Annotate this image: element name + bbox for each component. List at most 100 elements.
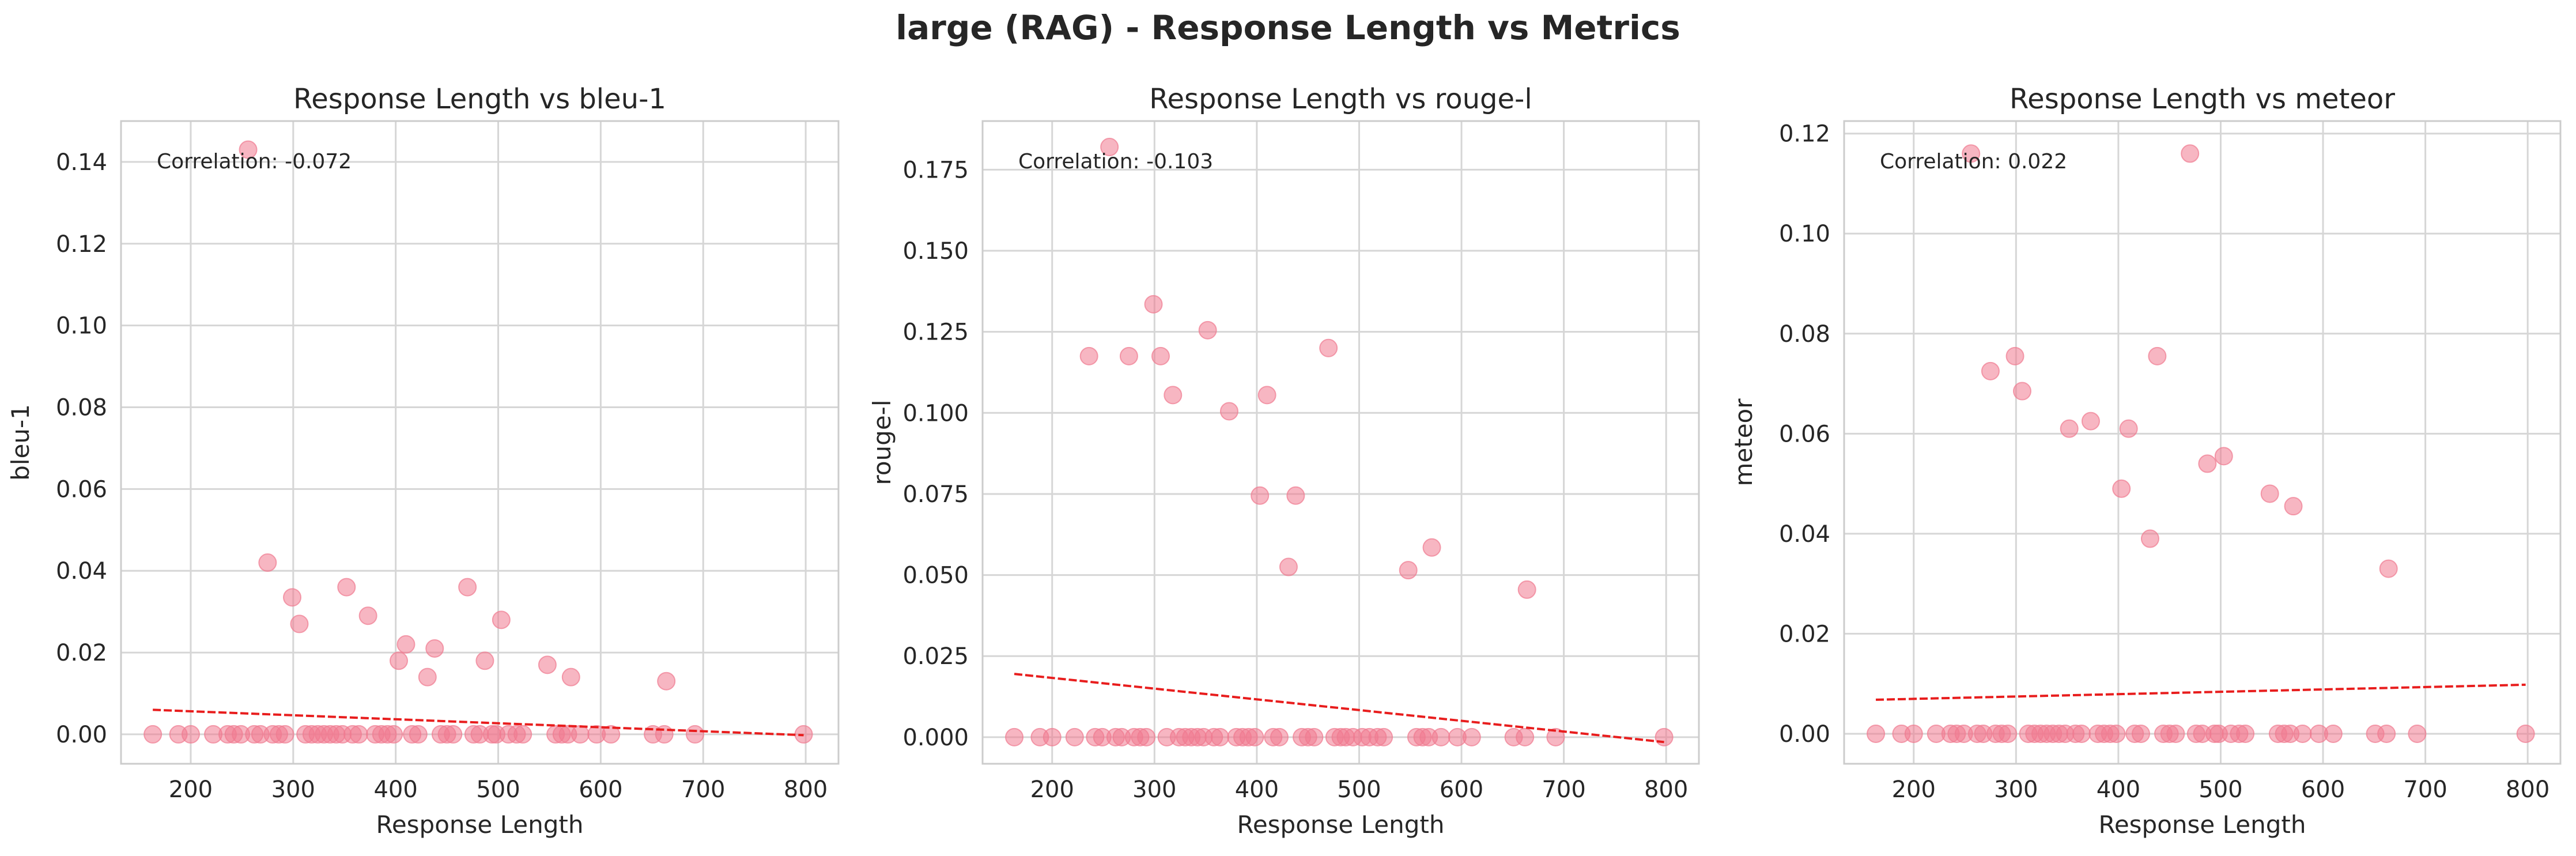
data-point bbox=[1867, 724, 1886, 743]
data-point bbox=[425, 639, 444, 658]
data-point bbox=[2377, 724, 2396, 743]
data-point bbox=[1043, 727, 1062, 746]
chart-panel-2: 200 300 400 500 600 700 800 0.000 0.025 0.050 0.07… bbox=[868, 83, 1700, 839]
data-point bbox=[2072, 724, 2091, 743]
data-point bbox=[458, 578, 477, 597]
data-point bbox=[657, 672, 676, 691]
data-point bbox=[1100, 138, 1119, 157]
data-point bbox=[283, 588, 302, 607]
y-tick-label: 0.00 bbox=[56, 722, 107, 748]
data-point bbox=[1251, 486, 1270, 505]
data-point bbox=[1962, 144, 1981, 163]
chart-title: Response Length vs rouge-l bbox=[1149, 83, 1532, 115]
data-point bbox=[349, 725, 368, 744]
data-point bbox=[2324, 724, 2343, 743]
data-point bbox=[1079, 346, 1098, 365]
x-tick-label: 300 bbox=[1994, 776, 2038, 803]
data-point bbox=[2131, 724, 2150, 743]
data-point bbox=[1546, 727, 1565, 746]
x-axis-label: Response Length bbox=[376, 810, 584, 839]
x-tick-label: 600 bbox=[2301, 776, 2345, 803]
data-point bbox=[561, 668, 580, 687]
x-tick-label: 700 bbox=[2403, 776, 2447, 803]
data-point bbox=[1144, 295, 1163, 314]
data-point bbox=[1655, 727, 1674, 746]
data-point bbox=[2260, 484, 2279, 503]
data-point bbox=[258, 553, 277, 572]
y-tick-label: 0.04 bbox=[56, 558, 107, 585]
x-tick-label: 800 bbox=[784, 776, 828, 803]
data-point bbox=[1516, 727, 1535, 746]
data-point bbox=[290, 614, 309, 633]
data-point bbox=[1270, 727, 1289, 746]
data-point bbox=[2148, 346, 2167, 365]
data-point bbox=[444, 725, 463, 744]
data-point bbox=[1981, 361, 2000, 380]
chart-title: Response Length vs meteor bbox=[2010, 83, 2395, 115]
data-point bbox=[513, 725, 532, 744]
data-point bbox=[538, 655, 557, 674]
data-point bbox=[2060, 419, 2079, 438]
y-tick-label: 0.14 bbox=[56, 149, 107, 176]
data-point bbox=[1119, 346, 1138, 365]
data-point bbox=[571, 725, 590, 744]
x-tick-label: 500 bbox=[2199, 776, 2242, 803]
data-point bbox=[181, 725, 200, 744]
x-tick-label: 700 bbox=[1542, 776, 1585, 803]
data-point bbox=[1151, 346, 1170, 365]
data-point bbox=[1005, 727, 1024, 746]
y-tick-label: 0.00 bbox=[1779, 721, 1830, 748]
data-point bbox=[1198, 320, 1217, 340]
data-point bbox=[2516, 724, 2535, 743]
x-tick-label: 700 bbox=[681, 776, 725, 803]
data-point bbox=[239, 140, 258, 159]
data-point bbox=[1431, 727, 1451, 746]
data-point bbox=[2119, 419, 2138, 438]
data-point bbox=[1257, 386, 1276, 405]
correlation-annotation: Correlation: 0.022 bbox=[1880, 150, 2067, 174]
data-point bbox=[2284, 497, 2303, 516]
x-tick-label: 200 bbox=[1030, 776, 1074, 803]
data-point bbox=[2214, 447, 2233, 466]
data-point bbox=[1904, 724, 1923, 743]
data-point bbox=[2081, 412, 2100, 431]
data-point bbox=[1137, 727, 1156, 746]
trend-line bbox=[1014, 673, 1664, 744]
x-tick-label: 800 bbox=[1644, 776, 1688, 803]
x-axis-label: Response Length bbox=[2099, 810, 2306, 839]
data-point bbox=[409, 725, 428, 744]
x-axis-label: Response Length bbox=[1237, 810, 1445, 839]
data-point bbox=[2408, 724, 2427, 743]
y-axis-label: meteor bbox=[1729, 398, 1758, 487]
data-point bbox=[2140, 529, 2159, 548]
y-tick-label: 0.175 bbox=[902, 157, 969, 183]
x-tick-label: 400 bbox=[1235, 776, 1279, 803]
data-point bbox=[655, 725, 674, 744]
data-point bbox=[2107, 724, 2126, 743]
data-point bbox=[1279, 557, 1298, 576]
data-point bbox=[1210, 727, 1229, 746]
y-tick-label: 0.125 bbox=[902, 319, 969, 346]
data-point bbox=[389, 651, 408, 670]
x-tick-label: 500 bbox=[476, 776, 520, 803]
data-point bbox=[1374, 727, 1393, 746]
y-tick-label: 0.10 bbox=[56, 313, 107, 340]
x-tick-label: 300 bbox=[1132, 776, 1176, 803]
y-tick-label: 0.08 bbox=[56, 395, 107, 421]
y-tick-label: 0.10 bbox=[1779, 221, 1830, 247]
data-point bbox=[1305, 727, 1324, 746]
x-tick-label: 600 bbox=[579, 776, 622, 803]
x-tick-label: 400 bbox=[2097, 776, 2140, 803]
x-tick-label: 800 bbox=[2506, 776, 2549, 803]
y-tick-label: 0.12 bbox=[56, 231, 107, 258]
y-tick-label: 0.000 bbox=[902, 725, 969, 751]
y-tick-label: 0.06 bbox=[56, 476, 107, 503]
data-point bbox=[686, 725, 704, 744]
chart-title: Response Length vs bleu-1 bbox=[293, 83, 666, 115]
y-tick-label: 0.02 bbox=[1779, 621, 1830, 647]
data-point bbox=[2166, 724, 2185, 743]
data-point bbox=[2012, 382, 2031, 401]
x-tick-label: 200 bbox=[169, 776, 213, 803]
data-point bbox=[475, 651, 494, 670]
data-point bbox=[492, 610, 511, 629]
